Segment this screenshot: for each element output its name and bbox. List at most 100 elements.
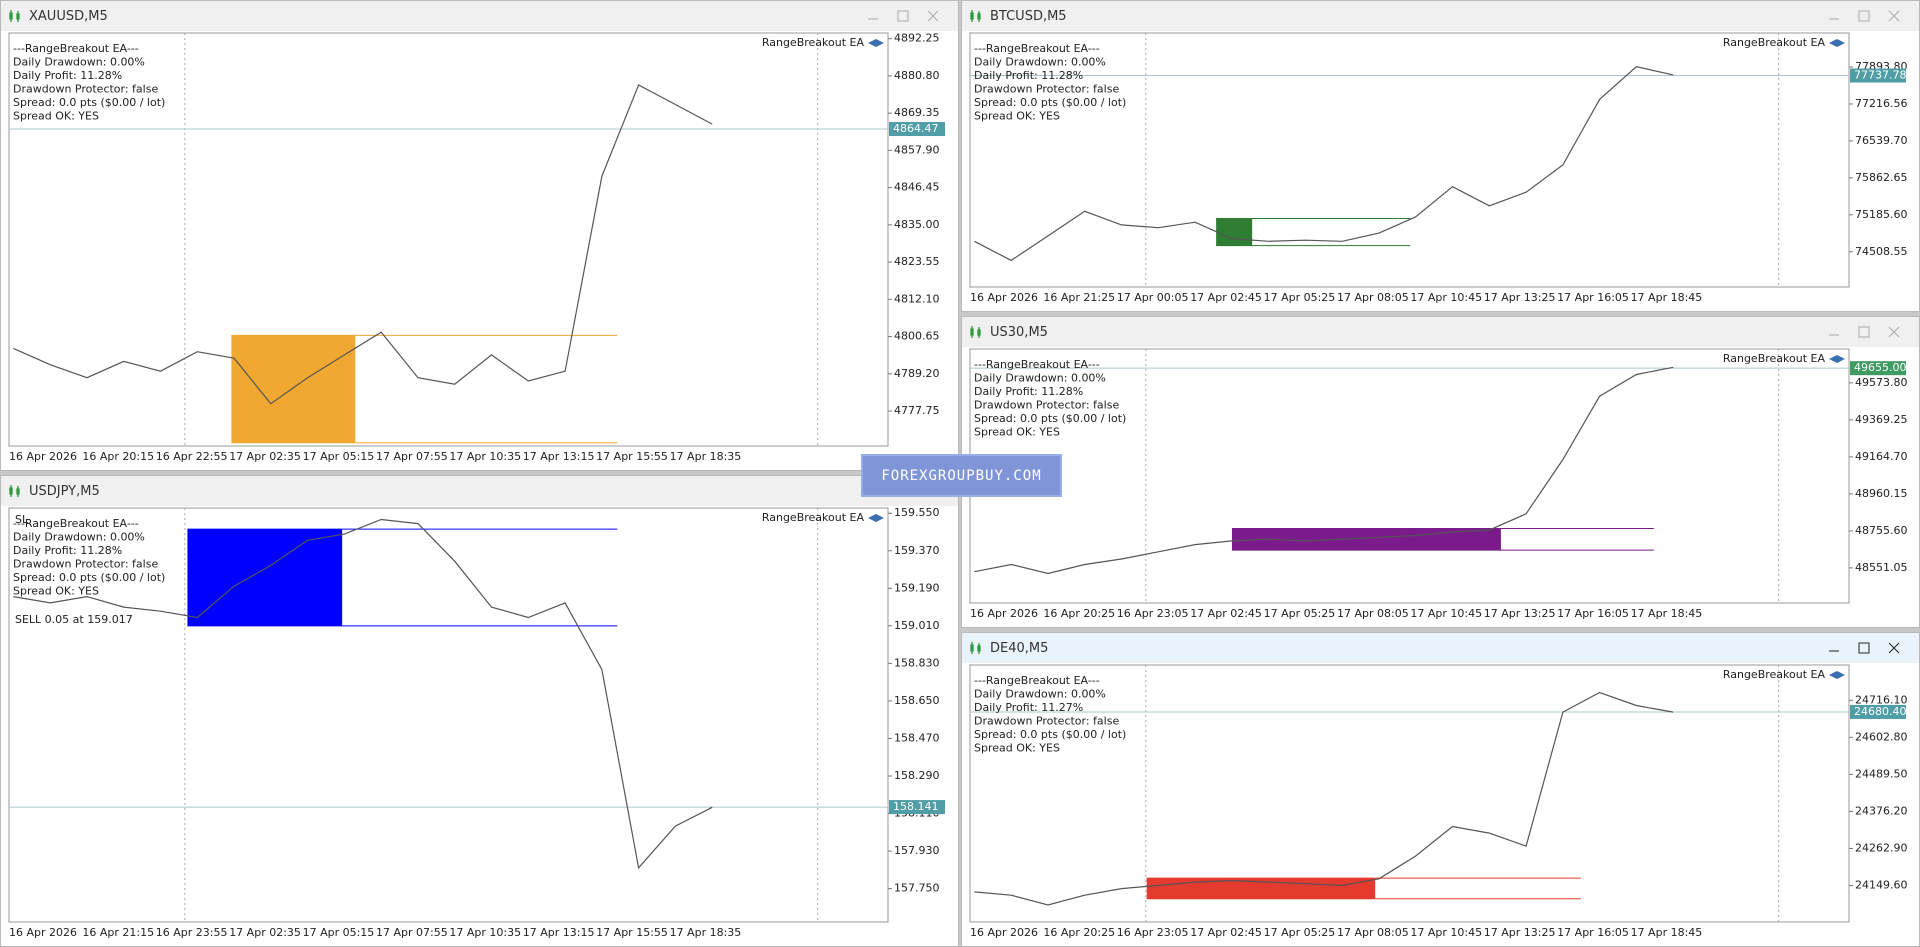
ea-info: Spread OK: YES <box>974 426 1060 439</box>
close-button[interactable] <box>1888 10 1900 22</box>
ea-info: Daily Profit: 11.28% <box>13 69 122 82</box>
title-bar: USDJPY,M5 <box>1 476 958 506</box>
x-tick-label: 17 Apr 10:35 <box>449 926 521 939</box>
title-bar: DE40,M5 <box>962 633 1919 663</box>
ea-label: RangeBreakout EA <box>1723 36 1826 49</box>
close-button[interactable] <box>1888 326 1900 338</box>
ea-label: RangeBreakout EA <box>1723 668 1826 681</box>
price-line <box>974 366 1674 575</box>
window-title: DE40,M5 <box>990 640 1049 656</box>
chart: 4892.25 4880.80 4869.35 4857.90 4846.45 4835.… <box>8 32 945 463</box>
x-tick-label: 16 Apr 23:05 <box>1117 607 1189 620</box>
x-tick-label: 17 Apr 13:25 <box>1484 607 1556 620</box>
window-buttons <box>1829 326 1900 338</box>
ea-label: RangeBreakout EA <box>1723 352 1826 365</box>
window-title: BTCUSD,M5 <box>990 8 1067 24</box>
current-price-label: 24680.40 <box>1854 705 1907 718</box>
ea-info: Daily Profit: 11.28% <box>13 544 122 557</box>
maximize-button[interactable] <box>1858 326 1870 338</box>
range-box <box>231 335 356 443</box>
current-price-box <box>1850 361 1906 376</box>
ea-info: Drawdown Protector: false <box>974 83 1119 96</box>
current-price-box <box>1850 68 1906 83</box>
y-tick-label: 157.930 <box>894 844 940 857</box>
x-tick-label: 17 Apr 13:15 <box>523 450 595 463</box>
y-tick-label: 24489.50 <box>1855 767 1908 780</box>
x-tick-label: 16 Apr 21:25 <box>1043 291 1115 304</box>
close-button[interactable] <box>1888 642 1900 654</box>
x-tick-label: 16 Apr 2026 <box>9 450 77 463</box>
title-bar: XAUUSD,M5 <box>1 1 958 31</box>
icon-shape <box>970 642 981 654</box>
title-bar: BTCUSD,M5 <box>962 1 1919 31</box>
chart-icon <box>970 10 981 22</box>
y-tick-label: 4835.00 <box>894 218 940 231</box>
window-buttons <box>1829 642 1900 654</box>
ea-icon <box>1829 355 1845 363</box>
current-price-label: 158.141 <box>893 800 939 813</box>
y-tick-label: 4777.75 <box>894 404 940 417</box>
chart-window: USDJPY,M5 159.550 159.370 159.190 159.010 158… <box>0 475 959 947</box>
x-tick-label: 17 Apr 02:45 <box>1190 926 1262 939</box>
x-tick-label: 17 Apr 18:45 <box>1631 926 1703 939</box>
y-tick-label: 159.190 <box>894 581 940 594</box>
close-button[interactable] <box>927 10 939 22</box>
ea-info: Daily Profit: 11.27% <box>974 701 1083 714</box>
x-tick-label: 17 Apr 00:05 <box>1117 291 1189 304</box>
x-tick-label: 17 Apr 10:45 <box>1410 926 1482 939</box>
y-tick-label: 75862.65 <box>1855 171 1908 184</box>
y-tick-label: 159.010 <box>894 619 940 632</box>
x-tick-label: 17 Apr 08:05 <box>1337 291 1409 304</box>
plot-frame <box>969 664 1850 923</box>
y-tick-label: 76539.70 <box>1855 134 1908 147</box>
x-tick-label: 17 Apr 10:35 <box>449 450 521 463</box>
y-tick-label: 24716.10 <box>1855 693 1908 706</box>
maximize-button[interactable] <box>1858 642 1870 654</box>
maximize-button[interactable] <box>1858 10 1870 22</box>
ea-info: Daily Profit: 11.28% <box>974 385 1083 398</box>
ea-info: Spread OK: YES <box>13 585 99 598</box>
chart-window: BTCUSD,M5 77893.80 77216.56 76539.70 75862.6… <box>961 0 1920 312</box>
ea-info: Spread OK: YES <box>974 742 1060 755</box>
chart: 24716.10 24602.80 24489.50 24376.20 24262.90… <box>969 664 1908 939</box>
window-title: USDJPY,M5 <box>29 483 100 499</box>
current-price-box <box>1850 704 1906 719</box>
x-tick-label: 16 Apr 23:05 <box>1117 926 1189 939</box>
ea-icon <box>1829 671 1845 679</box>
y-tick-label: 24602.80 <box>1855 730 1908 743</box>
chart-icon <box>9 485 20 497</box>
x-tick-label: 17 Apr 18:45 <box>1631 291 1703 304</box>
icon-shape <box>9 485 20 497</box>
ea-info: Daily Profit: 11.28% <box>974 69 1083 82</box>
current-price-box <box>889 122 945 137</box>
maximize-button[interactable] <box>897 10 909 22</box>
x-tick-label: 17 Apr 16:05 <box>1557 291 1629 304</box>
x-tick-label: 17 Apr 05:25 <box>1264 291 1336 304</box>
chart-icon <box>9 10 20 22</box>
price-line <box>974 66 1674 262</box>
watermark: FOREXGROUPBUY.COM <box>861 454 1062 497</box>
ea-info: Spread: 0.0 pts ($0.00 / lot) <box>974 728 1126 741</box>
x-tick-label: 17 Apr 07:55 <box>376 926 448 939</box>
icon-shape <box>970 326 981 338</box>
trade-annotation: SELL 0.05 at 159.017 <box>15 613 133 626</box>
x-tick-label: 16 Apr 2026 <box>970 607 1038 620</box>
ea-info: Spread: 0.0 pts ($0.00 / lot) <box>974 412 1126 425</box>
y-tick-label: 4789.20 <box>894 367 940 380</box>
ea-info: ---RangeBreakout EA--- <box>13 42 139 55</box>
y-tick-label: 77216.56 <box>1855 97 1908 110</box>
chart: 49573.80 49369.25 49164.70 48960.15 48755.60… <box>969 348 1908 620</box>
ea-info: Drawdown Protector: false <box>13 558 158 571</box>
x-tick-label: 17 Apr 05:25 <box>1264 926 1336 939</box>
x-tick-label: 16 Apr 22:55 <box>156 450 228 463</box>
chart: 159.550 159.370 159.190 159.010 158.830 158.6… <box>8 506 945 939</box>
ea-info: Drawdown Protector: false <box>974 715 1119 728</box>
current-price-label: 49655.00 <box>1854 361 1907 374</box>
y-tick-label: 24376.20 <box>1855 804 1908 817</box>
x-tick-label: 17 Apr 02:45 <box>1190 607 1262 620</box>
y-tick-label: 4857.90 <box>894 143 940 156</box>
y-tick-label: 75185.60 <box>1855 208 1908 221</box>
ea-info: ---RangeBreakout EA--- <box>974 358 1100 371</box>
x-tick-label: 17 Apr 13:15 <box>523 926 595 939</box>
